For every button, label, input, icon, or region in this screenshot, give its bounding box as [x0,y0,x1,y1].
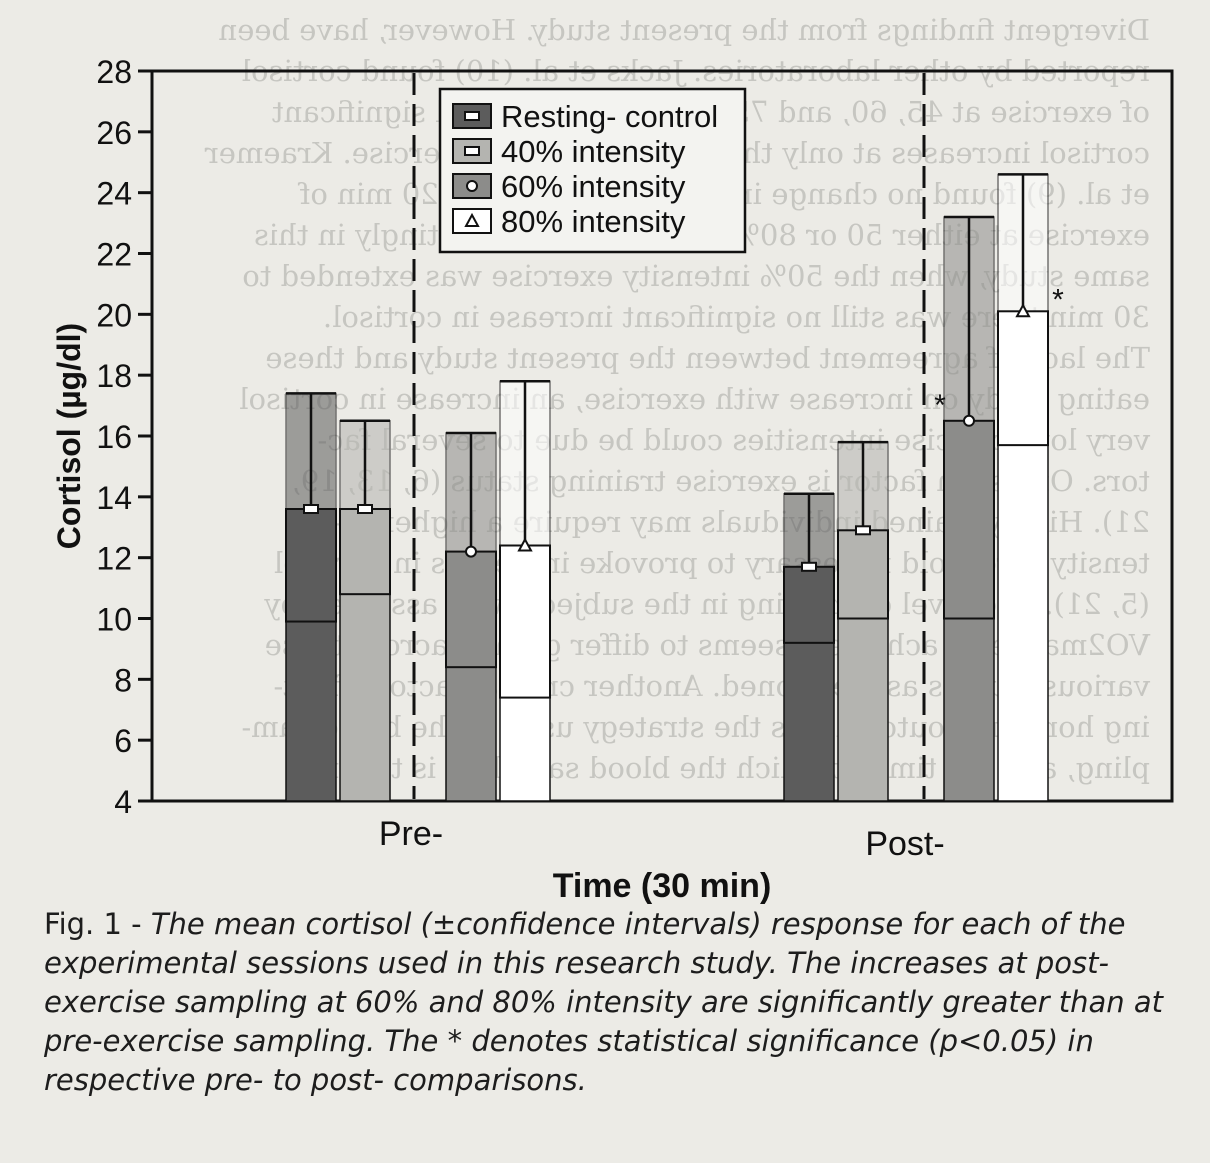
bar-lower [997,444,1049,802]
mean-marker [1015,303,1031,318]
figure-caption: Fig. 1 - The mean cortisol (±confidence … [44,905,1174,1100]
bar-lower [837,617,889,802]
bar-lower [445,666,497,802]
bar-lower [499,696,551,802]
legend-entry-label: Resting- control [501,99,718,134]
significance-asterisk: * [934,389,946,422]
y-tick-label: 24 [96,176,132,212]
y-tick-label: 8 [114,662,132,698]
bar-mean [997,310,1049,447]
significance-asterisk: * [1052,283,1064,316]
y-tick-label: 14 [96,480,132,516]
bar-mean [445,550,497,669]
bars-layer: ** [285,173,1064,802]
bar-mean [783,565,835,644]
bar-lower [783,642,835,802]
legend-marker-icon [464,111,480,121]
mean-marker [855,525,871,536]
legend-marker-icon [466,180,478,192]
y-axis-label: Cortisol (µg/dl) [51,323,87,549]
y-axis: 4 6 8 10 12 14 16 18 20 22 24 26 28 [96,54,152,820]
y-tick-label: 20 [96,297,132,333]
bar-mean [499,544,551,699]
y-tick-label: 26 [96,115,132,151]
x-tick-label-pre: Pre- [379,815,443,853]
bar-lower [339,593,391,802]
y-tick-label: 16 [96,419,132,455]
bar-mean [285,508,337,623]
bar-lower [285,620,337,802]
mean-marker [801,561,817,572]
bar-lower [943,617,995,802]
x-axis-label: Time (30 min) [553,867,772,905]
y-tick-label: 28 [96,54,132,90]
mean-marker [517,537,533,552]
mean-marker [963,414,975,427]
y-tick-label: 18 [96,358,132,394]
y-tick-label: 22 [96,237,132,273]
legend-entry-label: 60% intensity [501,169,686,204]
legend-marker-icon [464,212,480,227]
y-tick-label: 4 [114,784,132,820]
legend-entry-label: 80% intensity [501,204,686,239]
y-tick-label: 10 [96,602,132,638]
mean-marker [465,545,477,558]
y-tick-label: 6 [114,723,132,759]
y-tick-label: 12 [96,541,132,577]
mean-marker [357,504,373,514]
bar-mean [943,419,995,620]
figure-caption-text: The mean cortisol (±confidence intervals… [44,907,1163,1097]
legend-entry-label: 40% intensity [501,134,686,169]
bar-mean [339,508,391,596]
legend-marker-icon [464,146,480,156]
figure-caption-label: Fig. 1 - [44,907,151,941]
x-tick-label-post: Post- [865,825,944,863]
mean-marker [303,504,319,514]
bar-mean [837,529,889,620]
